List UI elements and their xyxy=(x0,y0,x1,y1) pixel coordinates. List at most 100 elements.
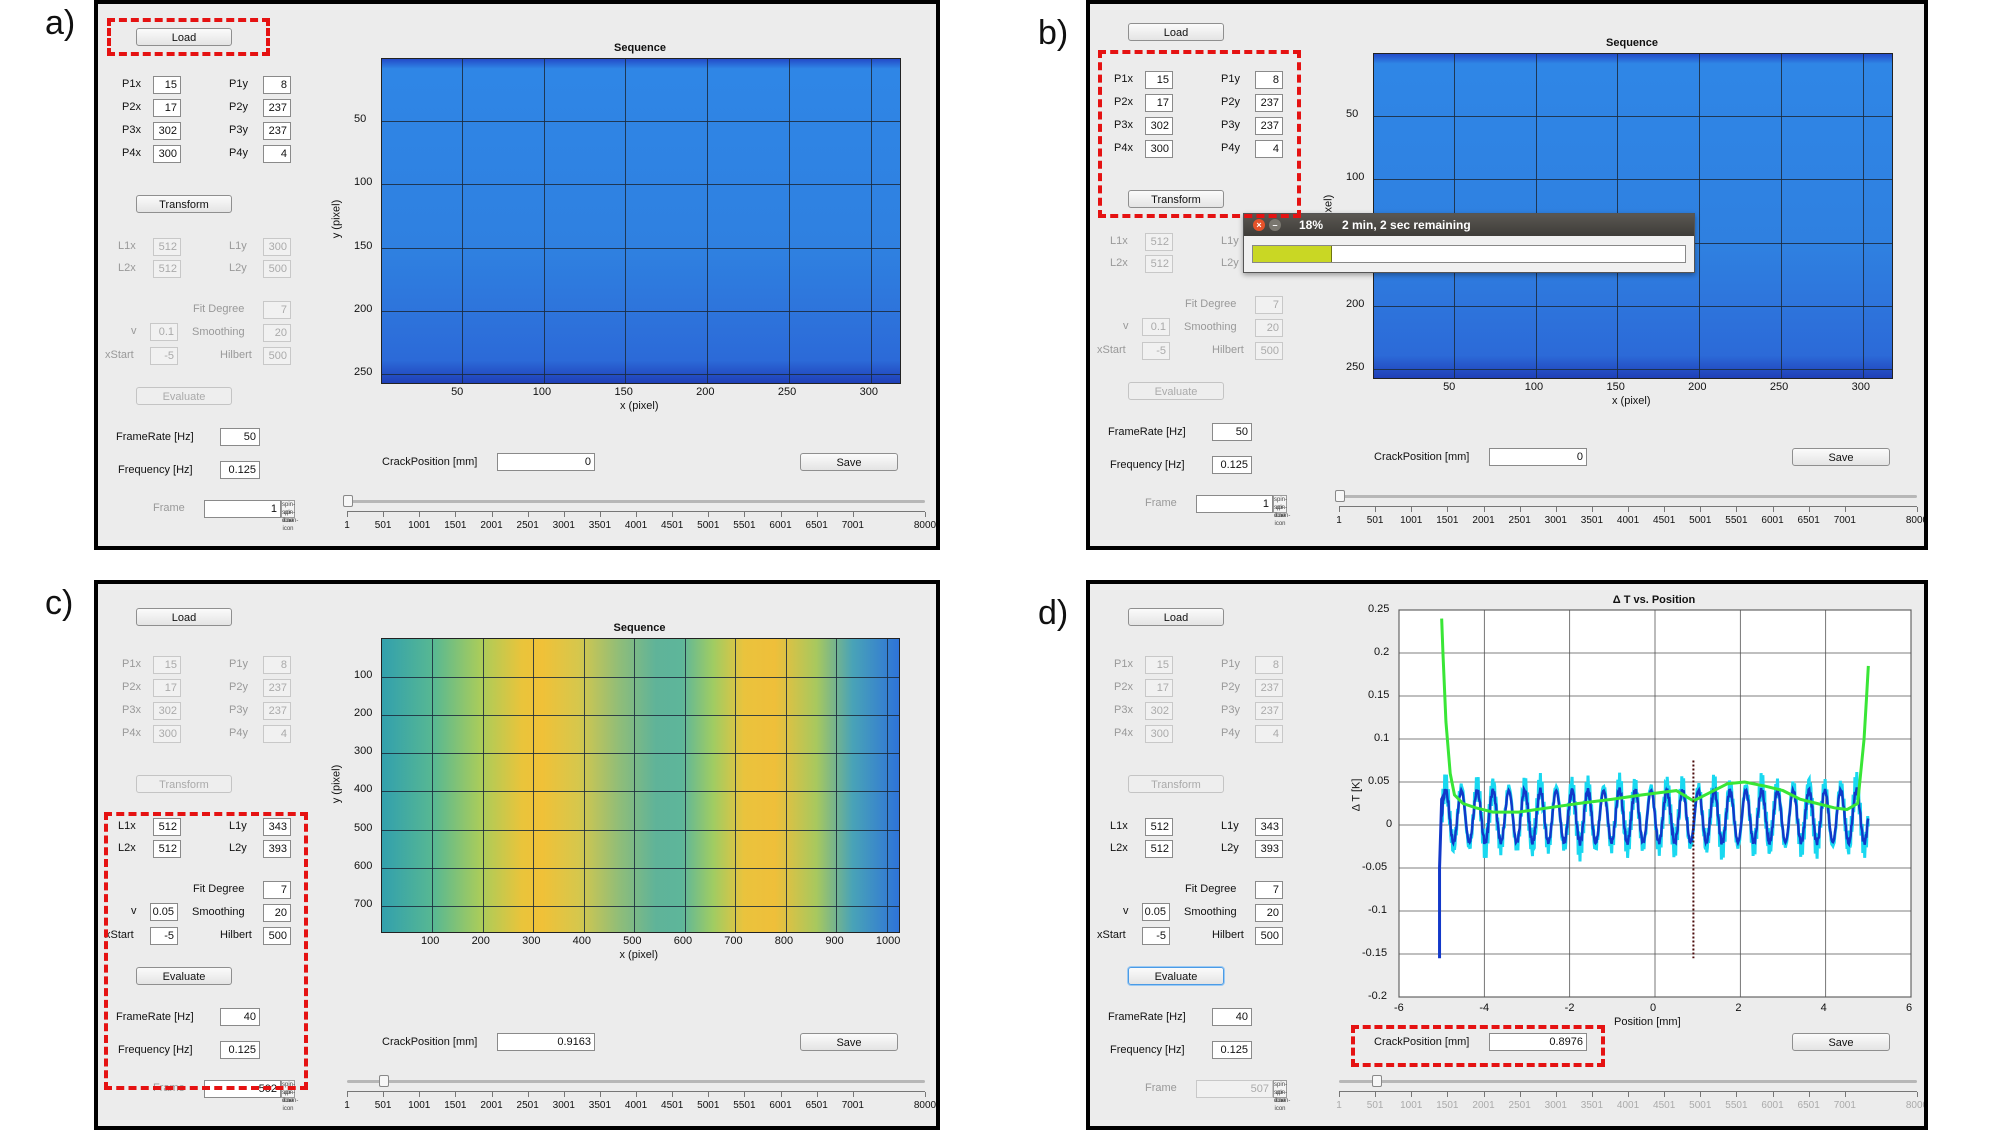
field-p1x[interactable]: 15 xyxy=(153,656,181,674)
transform-button[interactable]: Transform xyxy=(1128,190,1224,208)
field-frequency[interactable]: 0.125 xyxy=(1212,456,1252,474)
field-p4x[interactable]: 300 xyxy=(1145,140,1173,158)
field-hilbert[interactable]: 500 xyxy=(263,347,291,365)
field-p1x[interactable]: 15 xyxy=(153,76,181,94)
field-l1y[interactable]: 343 xyxy=(1255,818,1283,836)
save-button[interactable]: Save xyxy=(1792,1033,1890,1051)
field-v[interactable]: 0.1 xyxy=(150,323,178,341)
field-fit-degree[interactable]: 7 xyxy=(1255,296,1283,314)
evaluate-button[interactable]: Evaluate xyxy=(136,967,232,985)
field-hilbert[interactable]: 500 xyxy=(1255,927,1283,945)
field-p2x[interactable]: 17 xyxy=(1145,94,1173,112)
frame-slider-thumb[interactable] xyxy=(379,1075,390,1087)
field-l2y[interactable]: 393 xyxy=(1255,840,1283,858)
field-frequency[interactable]: 0.125 xyxy=(220,461,260,479)
field-v[interactable]: 0.1 xyxy=(1142,318,1170,336)
field-framerate[interactable]: 50 xyxy=(220,428,260,446)
frame-slider-thumb[interactable] xyxy=(343,495,353,507)
transform-button[interactable]: Transform xyxy=(1128,775,1224,793)
save-button[interactable]: Save xyxy=(800,453,898,471)
field-framerate[interactable]: 40 xyxy=(220,1008,260,1026)
field-l1x[interactable]: 512 xyxy=(153,238,181,256)
field-p4y[interactable]: 4 xyxy=(263,725,291,743)
load-button[interactable]: Load xyxy=(1128,608,1224,626)
field-p2y[interactable]: 237 xyxy=(1255,679,1283,697)
field-p2y[interactable]: 237 xyxy=(263,99,291,117)
frame-spinner[interactable]: spin-up-icon spin-down-icon xyxy=(281,500,299,532)
field-l1y[interactable]: 300 xyxy=(263,238,291,256)
close-icon[interactable]: × xyxy=(1253,219,1265,231)
field-fit-degree[interactable]: 7 xyxy=(263,301,291,319)
field-frequency[interactable]: 0.125 xyxy=(220,1041,260,1059)
field-xstart[interactable]: -5 xyxy=(1142,342,1170,360)
field-p2y[interactable]: 237 xyxy=(263,679,291,697)
field-p3x[interactable]: 302 xyxy=(153,122,181,140)
field-framerate[interactable]: 40 xyxy=(1212,1008,1252,1026)
spin-down-icon[interactable]: spin-down-icon xyxy=(1274,505,1291,527)
field-p3x[interactable]: 302 xyxy=(1145,702,1173,720)
field-p1x[interactable]: 15 xyxy=(1145,656,1173,674)
evaluate-button[interactable]: Evaluate xyxy=(136,387,232,405)
frame-slider-track[interactable] xyxy=(1339,1080,1917,1083)
load-button[interactable]: Load xyxy=(136,608,232,626)
frame-slider-thumb[interactable] xyxy=(1335,490,1345,502)
field-p1x[interactable]: 15 xyxy=(1145,71,1173,89)
field-smoothing[interactable]: 20 xyxy=(263,324,291,342)
field-p2x[interactable]: 17 xyxy=(1145,679,1173,697)
field-smoothing[interactable]: 20 xyxy=(1255,319,1283,337)
field-p1y[interactable]: 8 xyxy=(263,656,291,674)
field-l1y[interactable]: 343 xyxy=(263,818,291,836)
field-frame[interactable]: 1 xyxy=(1196,495,1273,513)
field-p4x[interactable]: 300 xyxy=(153,725,181,743)
spin-up-icon[interactable]: spin-up-icon xyxy=(1274,497,1288,519)
load-button[interactable]: Load xyxy=(136,28,232,46)
field-p4y[interactable]: 4 xyxy=(1255,140,1283,158)
spin-down-icon[interactable]: spin-down-icon xyxy=(1274,1090,1291,1112)
spin-down-icon[interactable]: spin-down-icon xyxy=(282,1090,299,1112)
transform-button[interactable]: Transform xyxy=(136,775,232,793)
spin-up-icon[interactable]: spin-up-icon xyxy=(1274,1082,1288,1104)
field-l2x[interactable]: 512 xyxy=(153,260,181,278)
field-p2x[interactable]: 17 xyxy=(153,679,181,697)
frame-spinner[interactable]: spin-up-icon spin-down-icon xyxy=(1273,1080,1291,1112)
field-v[interactable]: 0.05 xyxy=(1142,903,1170,921)
field-framerate[interactable]: 50 xyxy=(1212,423,1252,441)
field-p1y[interactable]: 8 xyxy=(1255,656,1283,674)
field-p4y[interactable]: 4 xyxy=(1255,725,1283,743)
field-p3y[interactable]: 237 xyxy=(1255,117,1283,135)
field-l2x[interactable]: 512 xyxy=(1145,840,1173,858)
transform-button[interactable]: Transform xyxy=(136,195,232,213)
evaluate-button[interactable]: Evaluate xyxy=(1128,382,1224,400)
field-xstart[interactable]: -5 xyxy=(150,927,178,945)
save-button[interactable]: Save xyxy=(800,1033,898,1051)
field-crack-position[interactable]: 0 xyxy=(497,453,595,471)
evaluate-button[interactable]: Evaluate xyxy=(1128,967,1224,985)
field-l2x[interactable]: 512 xyxy=(153,840,181,858)
field-smoothing[interactable]: 20 xyxy=(1255,904,1283,922)
field-l2y[interactable]: 500 xyxy=(263,260,291,278)
spin-up-icon[interactable]: spin-up-icon xyxy=(282,502,296,524)
frame-slider-track[interactable] xyxy=(347,1080,925,1083)
field-p3y[interactable]: 237 xyxy=(1255,702,1283,720)
field-hilbert[interactable]: 500 xyxy=(1255,342,1283,360)
field-p3x[interactable]: 302 xyxy=(1145,117,1173,135)
field-p3y[interactable]: 237 xyxy=(263,702,291,720)
field-l1x[interactable]: 512 xyxy=(1145,233,1173,251)
field-xstart[interactable]: -5 xyxy=(1142,927,1170,945)
field-crack-position[interactable]: 0.9163 xyxy=(497,1033,595,1051)
field-p4y[interactable]: 4 xyxy=(263,145,291,163)
field-frequency[interactable]: 0.125 xyxy=(1212,1041,1252,1059)
field-p4x[interactable]: 300 xyxy=(153,145,181,163)
load-button[interactable]: Load xyxy=(1128,23,1224,41)
frame-slider-track[interactable] xyxy=(1339,495,1917,498)
field-l2x[interactable]: 512 xyxy=(1145,255,1173,273)
frame-slider-thumb[interactable] xyxy=(1371,1075,1382,1087)
field-p1y[interactable]: 8 xyxy=(1255,71,1283,89)
field-p4x[interactable]: 300 xyxy=(1145,725,1173,743)
spin-down-icon[interactable]: spin-down-icon xyxy=(282,510,299,532)
field-l1x[interactable]: 512 xyxy=(1145,818,1173,836)
field-p2x[interactable]: 17 xyxy=(153,99,181,117)
field-fit-degree[interactable]: 7 xyxy=(1255,881,1283,899)
field-p3y[interactable]: 237 xyxy=(263,122,291,140)
spin-up-icon[interactable]: spin-up-icon xyxy=(282,1082,296,1104)
